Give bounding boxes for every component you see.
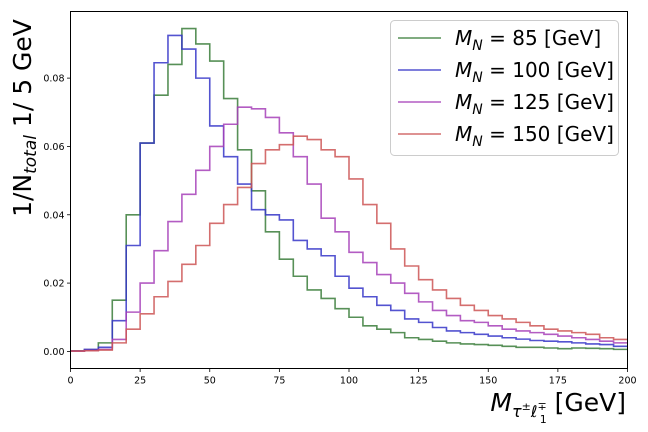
- x-axis-ticks: 0 25 50 75 100 125 150 175 200: [67, 368, 637, 387]
- legend-box: [390, 20, 619, 156]
- x-tick-label: 50: [204, 376, 216, 387]
- legend-entry-2: MN = 100 [GeV]: [398, 58, 614, 86]
- y-axis-label: 1/Ntotal 1/ 5 GeV: [8, 19, 41, 217]
- legend-label: MN = 150 [GeV]: [455, 122, 614, 150]
- y-tick-label: 0.00: [43, 347, 64, 358]
- x-axis-label: Mτ±ℓ∓ 1 [GeV]: [490, 388, 626, 426]
- series-line-2: [70, 34, 628, 352]
- x-tick-label: 150: [479, 376, 497, 387]
- x-tick-label: 25: [134, 376, 146, 387]
- legend-label: MN = 125 [GeV]: [455, 90, 614, 118]
- x-tick-label: 175: [549, 376, 567, 387]
- y-tick-label: 0.04: [43, 210, 64, 221]
- y-axis-ticks: 0.00 0.02 0.04 0.06 0.08: [43, 74, 71, 358]
- x-tick-label: 0: [67, 376, 73, 387]
- series-line-1: [70, 27, 628, 352]
- legend-entry-4: MN = 150 [GeV]: [398, 122, 614, 150]
- x-tick-label: 125: [410, 376, 428, 387]
- legend: MN = 85 [GeV] MN = 100 [GeV] MN = 125 [GeV…: [390, 20, 619, 156]
- series-layer: [70, 27, 628, 352]
- legend-label: MN = 100 [GeV]: [455, 58, 614, 86]
- y-tick-label: 0.06: [43, 142, 64, 153]
- x-tick-label: 200: [618, 376, 636, 387]
- y-tick-label: 0.02: [43, 279, 64, 290]
- legend-entry-3: MN = 125 [GeV]: [398, 90, 614, 118]
- x-tick-label: 75: [273, 376, 285, 387]
- series-line-4: [70, 135, 628, 352]
- x-tick-label: 100: [340, 376, 358, 387]
- legend-label: MN = 85 [GeV]: [455, 26, 601, 54]
- legend-entry-1: MN = 85 [GeV]: [398, 26, 601, 54]
- series-line-3: [70, 106, 628, 352]
- y-tick-label: 0.08: [43, 74, 64, 85]
